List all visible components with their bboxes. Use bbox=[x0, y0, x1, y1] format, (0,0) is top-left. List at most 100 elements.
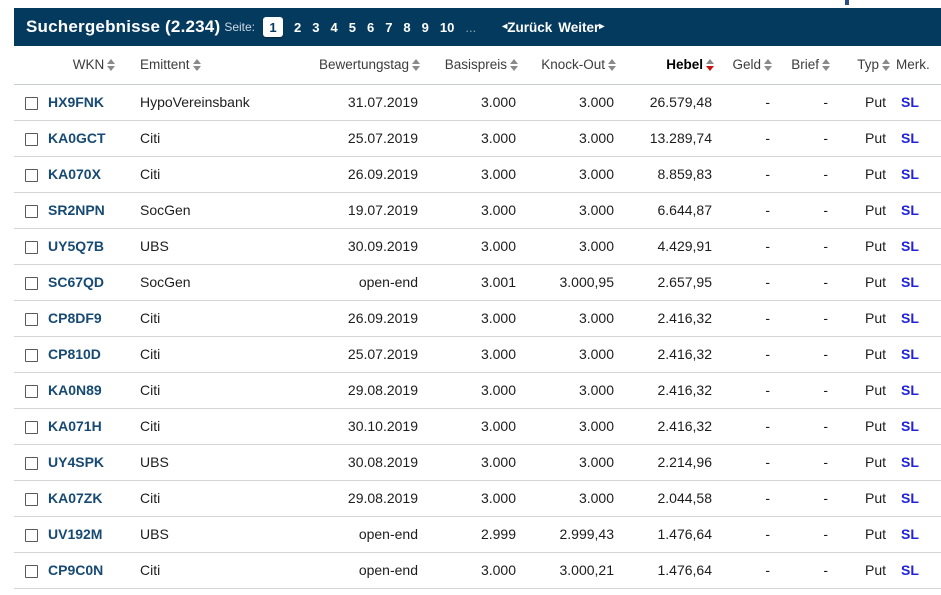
merk-link[interactable]: SL bbox=[901, 562, 919, 578]
page-button-2[interactable]: 2 bbox=[294, 19, 302, 35]
wkn-link[interactable]: KA0GCT bbox=[48, 130, 106, 146]
wkn-link[interactable]: KA071H bbox=[48, 418, 102, 434]
column-header-bewertungstag[interactable]: Bewertungstag bbox=[296, 46, 426, 85]
pagination-nav: ◂ Zurück Weiter ▸ bbox=[502, 20, 604, 35]
brief-cell: - bbox=[778, 228, 836, 265]
page-button-1[interactable]: 1 bbox=[263, 17, 284, 37]
row-checkbox[interactable] bbox=[25, 492, 38, 506]
brief-cell: - bbox=[778, 480, 836, 517]
merk-link[interactable]: SL bbox=[901, 526, 919, 542]
row-checkbox[interactable] bbox=[25, 168, 38, 182]
page-button-9[interactable]: 9 bbox=[421, 19, 429, 35]
basispreis-cell: 2.999 bbox=[426, 516, 524, 553]
row-checkbox[interactable] bbox=[25, 384, 38, 398]
column-header-brief[interactable]: Brief bbox=[778, 46, 836, 85]
merk-link[interactable]: SL bbox=[901, 238, 919, 254]
wkn-link[interactable]: HX9FNK bbox=[48, 94, 105, 110]
page-button-7[interactable]: 7 bbox=[385, 19, 393, 35]
column-header-geld[interactable]: Geld bbox=[720, 46, 778, 85]
row-checkbox[interactable] bbox=[25, 528, 38, 542]
bewertungstag-cell: open-end bbox=[296, 552, 426, 589]
brief-cell: - bbox=[778, 84, 836, 121]
typ-cell: Put bbox=[836, 120, 896, 157]
merk-link[interactable]: SL bbox=[901, 274, 919, 290]
wkn-link[interactable]: UV192M bbox=[48, 526, 103, 542]
brief-cell: - bbox=[778, 300, 836, 337]
next-button[interactable]: Weiter ▸ bbox=[558, 20, 604, 35]
page-button-6[interactable]: 6 bbox=[366, 19, 375, 35]
row-checkbox[interactable] bbox=[25, 564, 38, 578]
emittent-cell: Citi bbox=[140, 120, 296, 157]
hebel-cell: 1.476,64 bbox=[622, 516, 720, 553]
column-header-hebel[interactable]: Hebel bbox=[622, 46, 720, 85]
brief-cell: - bbox=[778, 516, 836, 553]
column-header-knock_out[interactable]: Knock-Out bbox=[524, 46, 622, 85]
next-label: Weiter bbox=[558, 19, 600, 35]
row-checkbox[interactable] bbox=[25, 276, 38, 290]
knock_out-cell: 3.000 bbox=[524, 480, 622, 517]
emittent-cell: Citi bbox=[140, 552, 296, 589]
brief-cell: - bbox=[778, 552, 836, 589]
bewertungstag-cell: 30.08.2019 bbox=[296, 444, 426, 481]
wkn-link[interactable]: KA070X bbox=[48, 166, 101, 182]
row-checkbox[interactable] bbox=[25, 348, 38, 362]
brief-cell: - bbox=[778, 372, 836, 409]
wkn-link[interactable]: CP8DF9 bbox=[48, 310, 102, 326]
row-checkbox[interactable] bbox=[25, 96, 38, 110]
bewertungstag-cell: 30.09.2019 bbox=[296, 228, 426, 265]
wkn-link[interactable]: KA07ZK bbox=[48, 490, 103, 506]
page-button-10[interactable]: 10 bbox=[439, 19, 455, 35]
emittent-cell: UBS bbox=[140, 516, 296, 553]
hebel-cell: 13.289,74 bbox=[622, 120, 720, 157]
results-table: WKN Emittent Bewertungstag Basispreis Knock-… bbox=[14, 46, 941, 589]
geld-cell: - bbox=[720, 444, 778, 481]
back-button[interactable]: ◂ Zurück bbox=[502, 20, 552, 35]
row-checkbox[interactable] bbox=[25, 312, 38, 326]
merk-link[interactable]: SL bbox=[901, 382, 919, 398]
merk-link[interactable]: SL bbox=[901, 202, 919, 218]
typ-cell: Put bbox=[836, 372, 896, 409]
wkn-link[interactable]: KA0N89 bbox=[48, 382, 102, 398]
row-checkbox[interactable] bbox=[25, 204, 38, 218]
hebel-cell: 4.429,91 bbox=[622, 228, 720, 265]
merk-link[interactable]: SL bbox=[901, 346, 919, 362]
merk-link[interactable]: SL bbox=[901, 94, 919, 110]
table-row: KA070X Citi 26.09.2019 3.000 3.000 8.859,83- -… bbox=[14, 156, 941, 193]
hebel-cell: 1.476,64 bbox=[622, 552, 720, 589]
wkn-link[interactable]: SC67QD bbox=[48, 274, 105, 290]
wkn-link[interactable]: CP9C0N bbox=[48, 562, 104, 578]
basispreis-cell: 3.000 bbox=[426, 228, 524, 265]
row-checkbox[interactable] bbox=[25, 240, 38, 254]
merk-link[interactable]: SL bbox=[901, 418, 919, 434]
emittent-cell: Citi bbox=[140, 336, 296, 373]
wkn-link[interactable]: CP810D bbox=[48, 346, 101, 362]
wkn-link[interactable]: UY4SPK bbox=[48, 454, 105, 470]
merk-link[interactable]: SL bbox=[901, 310, 919, 326]
knock_out-cell: 3.000 bbox=[524, 300, 622, 337]
page-button-3[interactable]: 3 bbox=[312, 19, 320, 35]
table-row: SC67QD SocGen open-end 3.001 3.000,95 2.657,9… bbox=[14, 264, 941, 301]
page-button-5[interactable]: 5 bbox=[348, 19, 356, 35]
wkn-link[interactable]: UY5Q7B bbox=[48, 238, 105, 254]
table-row: CP8DF9 Citi 26.09.2019 3.000 3.000 2.416,32- -… bbox=[14, 300, 941, 337]
column-header-wkn[interactable]: WKN bbox=[48, 46, 140, 85]
sort-icon-typ bbox=[882, 58, 890, 71]
back-label: Zurück bbox=[507, 19, 553, 35]
row-checkbox[interactable] bbox=[25, 420, 38, 434]
row-checkbox[interactable] bbox=[25, 132, 38, 146]
page-button-8[interactable]: 8 bbox=[403, 19, 411, 35]
page-button-4[interactable]: 4 bbox=[330, 19, 338, 35]
sort-icon-basispreis bbox=[510, 58, 518, 71]
merk-link[interactable]: SL bbox=[901, 454, 919, 470]
column-label-emittent: Emittent bbox=[140, 57, 190, 73]
wkn-link[interactable]: SR2NPN bbox=[48, 202, 105, 218]
merk-link[interactable]: SL bbox=[901, 490, 919, 506]
column-header-emittent[interactable]: Emittent bbox=[140, 46, 296, 85]
column-header-basispreis[interactable]: Basispreis bbox=[426, 46, 524, 85]
typ-cell: Put bbox=[836, 264, 896, 301]
knock_out-cell: 3.000 bbox=[524, 84, 622, 121]
column-header-typ[interactable]: Typ bbox=[836, 46, 896, 85]
row-checkbox[interactable] bbox=[25, 456, 38, 470]
merk-link[interactable]: SL bbox=[901, 130, 919, 146]
merk-link[interactable]: SL bbox=[901, 166, 919, 182]
